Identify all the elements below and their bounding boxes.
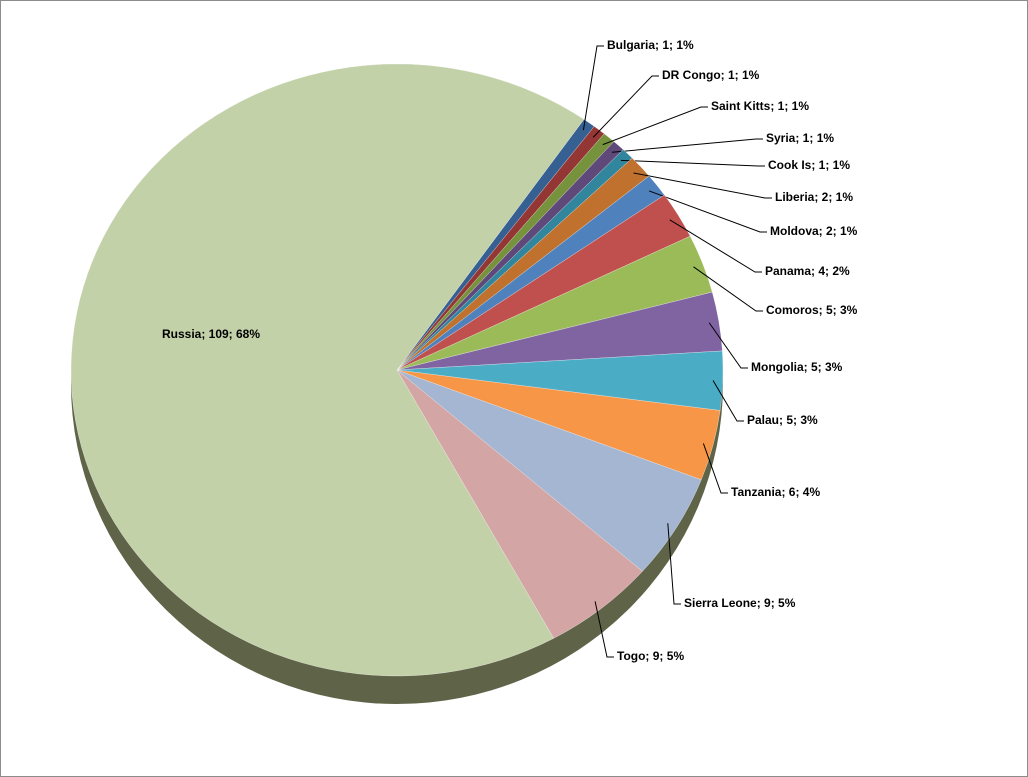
leader-line xyxy=(582,45,604,131)
leader-line xyxy=(693,266,763,312)
data-label: DR Congo; 1; 1% xyxy=(662,68,760,82)
pie-slice xyxy=(70,63,585,677)
data-label: Togo; 9; 5% xyxy=(617,649,684,663)
data-label: Moldova; 2; 1% xyxy=(770,224,858,238)
data-label: Sierra Leone; 9; 5% xyxy=(684,596,796,610)
leader-line xyxy=(712,380,744,422)
leader-line xyxy=(594,601,614,658)
leader-line xyxy=(592,75,659,138)
data-label: Panama; 4; 2% xyxy=(765,264,850,278)
data-label: Syria; 1; 1% xyxy=(766,131,834,145)
data-label: Cook Is; 1; 1% xyxy=(768,158,850,172)
data-label: Tanzania; 6; 4% xyxy=(731,485,820,499)
leader-line xyxy=(702,443,728,494)
data-label: Saint Kitts; 1; 1% xyxy=(711,99,809,113)
data-label: Palau; 5; 3% xyxy=(747,413,818,427)
data-label: Liberia; 2; 1% xyxy=(775,190,853,204)
leader-line xyxy=(648,190,767,233)
leader-line xyxy=(669,219,762,273)
leader-line xyxy=(708,322,748,369)
leader-line xyxy=(633,172,772,199)
data-label: Russia; 109; 68% xyxy=(162,327,260,341)
leader-line xyxy=(620,159,765,167)
data-label: Bulgaria; 1; 1% xyxy=(607,38,694,52)
data-label: Mongolia; 5; 3% xyxy=(751,360,843,374)
leader-line xyxy=(602,106,708,146)
leader-line xyxy=(667,523,681,605)
leader-line xyxy=(611,138,763,153)
data-label: Comoros; 5; 3% xyxy=(766,303,858,317)
